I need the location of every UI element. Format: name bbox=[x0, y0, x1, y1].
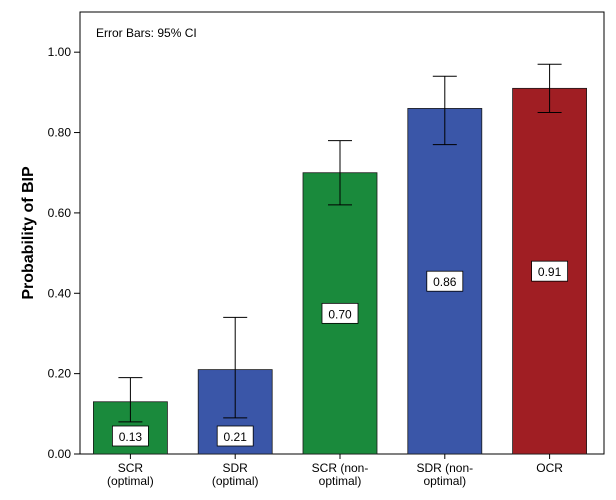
value-label: 0.21 bbox=[224, 430, 248, 444]
y-axis: 0.00 0.20 0.40 0.60 0.80 1.00 bbox=[48, 45, 80, 461]
x-tick-label: SCR (non- bbox=[312, 461, 369, 475]
x-tick-label: optimal) bbox=[423, 474, 466, 488]
x-tick-label: SDR (non- bbox=[416, 461, 473, 475]
x-tick-label: SDR bbox=[223, 461, 249, 475]
x-tick-label: (optimal) bbox=[107, 474, 154, 488]
x-tick-label: SCR bbox=[118, 461, 144, 475]
error-bar-note: Error Bars: 95% CI bbox=[96, 26, 197, 40]
y-axis-title: Probability of BIP bbox=[20, 166, 37, 300]
value-label-box bbox=[112, 425, 149, 447]
y-tick-label: 0.40 bbox=[48, 286, 72, 300]
value-label-box bbox=[216, 425, 254, 447]
x-tick-label: OCR bbox=[536, 461, 563, 475]
value-label-box bbox=[426, 270, 464, 292]
y-tick-label: 0.00 bbox=[48, 447, 72, 461]
x-axis: SCR(optimal)SDR(optimal)SCR (non-optimal… bbox=[107, 454, 563, 488]
value-label-box bbox=[531, 260, 568, 282]
y-tick-label: 0.80 bbox=[48, 126, 72, 140]
y-tick-label: 0.60 bbox=[48, 206, 72, 220]
x-tick-label: optimal) bbox=[319, 474, 362, 488]
y-tick-label: 1.00 bbox=[48, 45, 72, 59]
value-label: 0.70 bbox=[328, 307, 352, 321]
value-label: 0.13 bbox=[119, 430, 143, 444]
value-label: 0.91 bbox=[538, 265, 562, 279]
value-label: 0.86 bbox=[433, 275, 457, 289]
bars: 0.13 0.21 0.70 0.86 0.91 bbox=[93, 63, 587, 455]
x-tick-label: (optimal) bbox=[212, 474, 259, 488]
value-label-box bbox=[321, 302, 359, 324]
y-tick-label: 0.20 bbox=[48, 367, 72, 381]
